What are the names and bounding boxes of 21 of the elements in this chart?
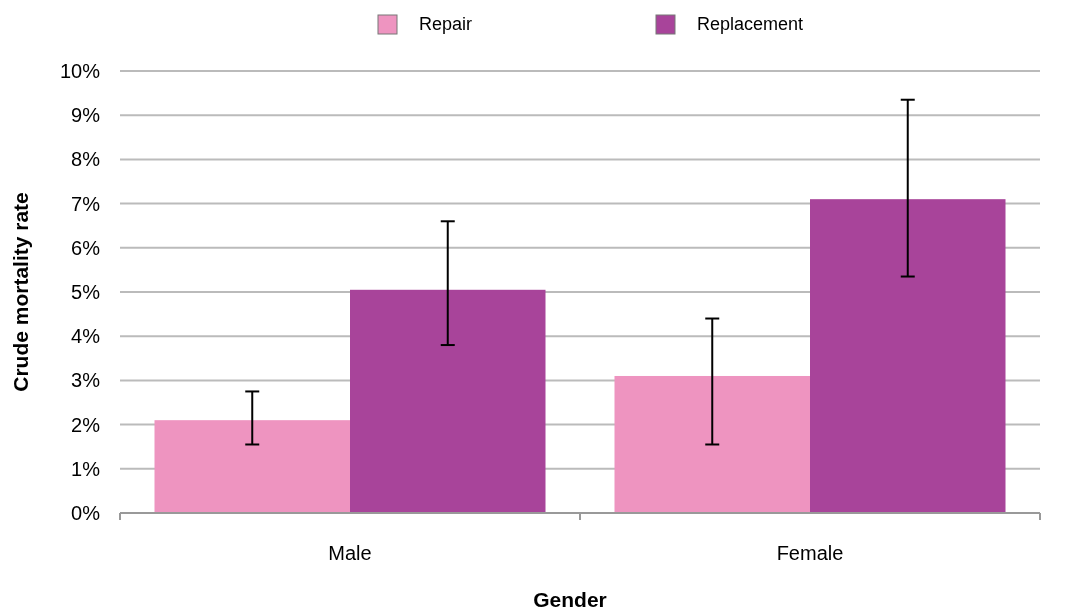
y-tick-label: 6% <box>71 236 101 259</box>
x-axis-title: Gender <box>533 588 607 611</box>
y-tick-label: 9% <box>71 104 101 127</box>
x-tick-label: Female <box>776 542 844 564</box>
bar <box>154 420 350 513</box>
y-tick-label: 4% <box>71 325 101 348</box>
y-tick-label: 8% <box>71 148 101 171</box>
y-axis-title: Crude mortality rate <box>9 192 32 392</box>
y-tick-label: 10% <box>59 60 101 82</box>
y-tick-label: 0% <box>71 502 101 524</box>
y-tick-label: 3% <box>71 369 101 392</box>
bar <box>614 375 810 513</box>
legend-label: Repair <box>419 14 473 35</box>
bar <box>350 289 546 513</box>
x-tick-label: Male <box>328 542 372 564</box>
y-tick-label: 5% <box>71 281 101 303</box>
y-tick-label: 2% <box>71 413 101 436</box>
y-tick-label: 1% <box>71 457 101 480</box>
legend-label: Replacement <box>697 14 804 35</box>
bar <box>810 199 1006 513</box>
y-tick-label: 7% <box>71 192 101 215</box>
